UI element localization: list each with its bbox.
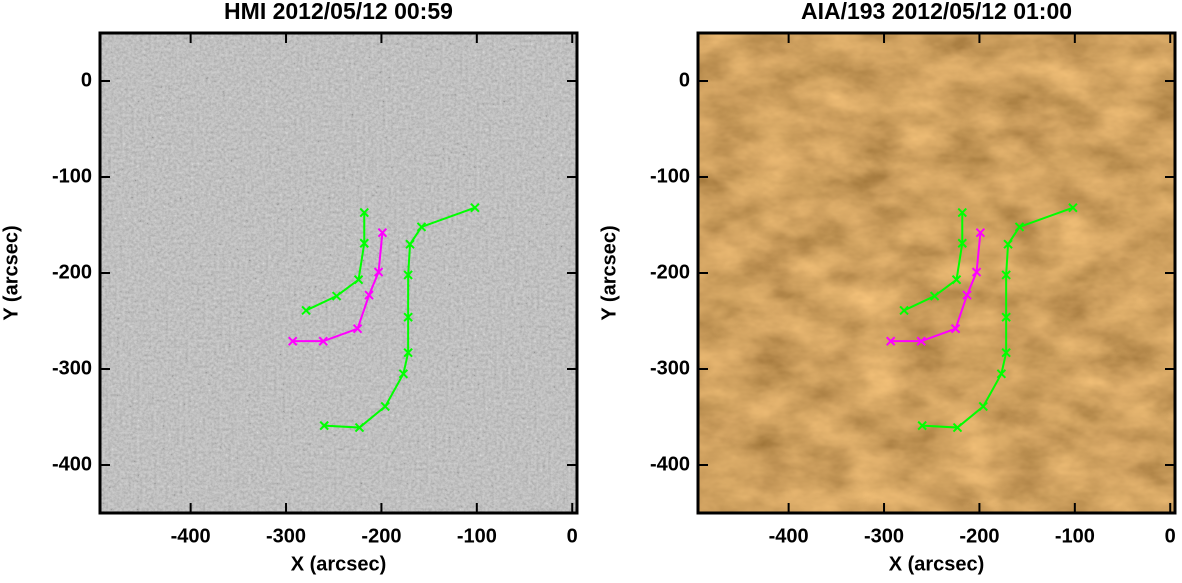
trace-marker: [398, 369, 409, 379]
trace-marker: [373, 267, 384, 277]
trace-line: [324, 206, 476, 429]
trace-marker: [301, 305, 311, 316]
chart-title: AIA/193 2012/05/12 01:00: [801, 0, 1072, 24]
x-tick-label: -400: [769, 525, 809, 547]
x-tick-label: 0: [567, 525, 578, 547]
trace-marker: [957, 238, 967, 248]
trace-marker: [380, 401, 390, 412]
trace-marker: [1001, 347, 1011, 358]
y-tick-label: 0: [679, 69, 690, 91]
x-tick-label: 0: [1165, 525, 1176, 547]
trace-marker: [951, 275, 962, 285]
y-tick-label: 0: [81, 69, 92, 91]
y-tick-label: -100: [52, 165, 92, 187]
y-tick-label: -300: [52, 357, 92, 379]
trace-marker: [377, 227, 388, 238]
trace-marker: [470, 203, 480, 213]
x-axis-label: X (arcsec): [291, 553, 387, 575]
trace-marker: [1001, 270, 1011, 280]
trace-marker: [1068, 203, 1078, 213]
y-tick-label: -300: [650, 357, 690, 379]
y-tick-label: -100: [650, 165, 690, 187]
trace-marker: [416, 222, 427, 232]
trace-marker: [1014, 222, 1025, 232]
x-tick-label: -200: [959, 525, 999, 547]
chart-title: HMI 2012/05/12 00:59: [224, 0, 453, 24]
x-tick-label: -400: [171, 525, 211, 547]
image-background: [698, 33, 1175, 513]
x-tick-label: -100: [1055, 525, 1095, 547]
trace-marker: [1003, 239, 1013, 249]
trace-marker: [950, 323, 961, 334]
trace-marker: [916, 336, 926, 346]
x-tick-label: -100: [457, 525, 497, 547]
trace-marker: [364, 290, 374, 300]
x-tick-label: -200: [361, 525, 401, 547]
trace-marker: [975, 227, 986, 238]
trace-marker: [403, 347, 413, 358]
trace-marker: [354, 422, 365, 433]
trace-marker: [359, 207, 369, 218]
y-tick-label: -400: [650, 453, 690, 475]
trace-line: [890, 232, 982, 343]
trace-marker: [899, 305, 909, 316]
trace-marker: [978, 401, 988, 412]
panel: -400 -300 -200 -100 0 0 -100 -200 -300 -400 HMI 20…: [0, 0, 579, 575]
trace-marker: [405, 239, 415, 249]
y-tick-label: -200: [52, 261, 92, 283]
trace-marker: [952, 422, 963, 433]
trace-marker: [331, 291, 342, 301]
trace-marker: [971, 267, 982, 277]
y-tick-label: -200: [650, 261, 690, 283]
trace-marker: [962, 290, 972, 300]
trace-marker: [1001, 312, 1011, 322]
y-axis-label: Y (arcsec): [0, 225, 22, 320]
trace-marker: [996, 369, 1007, 379]
trace-marker: [353, 275, 364, 285]
x-tick-label: -300: [266, 525, 306, 547]
trace-line: [292, 232, 384, 343]
x-axis-label: X (arcsec): [889, 553, 985, 575]
trace-marker: [403, 312, 413, 322]
trace-marker: [352, 323, 363, 334]
panel: -400 -300 -200 -100 0 0 -100 -200 -300 -400 AIA/19…: [598, 0, 1177, 575]
trace-marker: [359, 238, 369, 248]
trace-marker: [929, 291, 940, 301]
trace-marker: [318, 336, 328, 346]
trace-marker: [917, 420, 927, 431]
x-tick-label: -300: [864, 525, 904, 547]
trace-line: [922, 206, 1074, 429]
trace-marker: [886, 336, 896, 346]
trace-marker: [403, 270, 413, 280]
trace-marker: [288, 336, 298, 346]
trace-marker: [957, 207, 967, 218]
image-background: [100, 33, 577, 513]
trace-marker: [319, 420, 329, 431]
y-axis-label: Y (arcsec): [598, 225, 620, 320]
y-tick-label: -400: [52, 453, 92, 475]
